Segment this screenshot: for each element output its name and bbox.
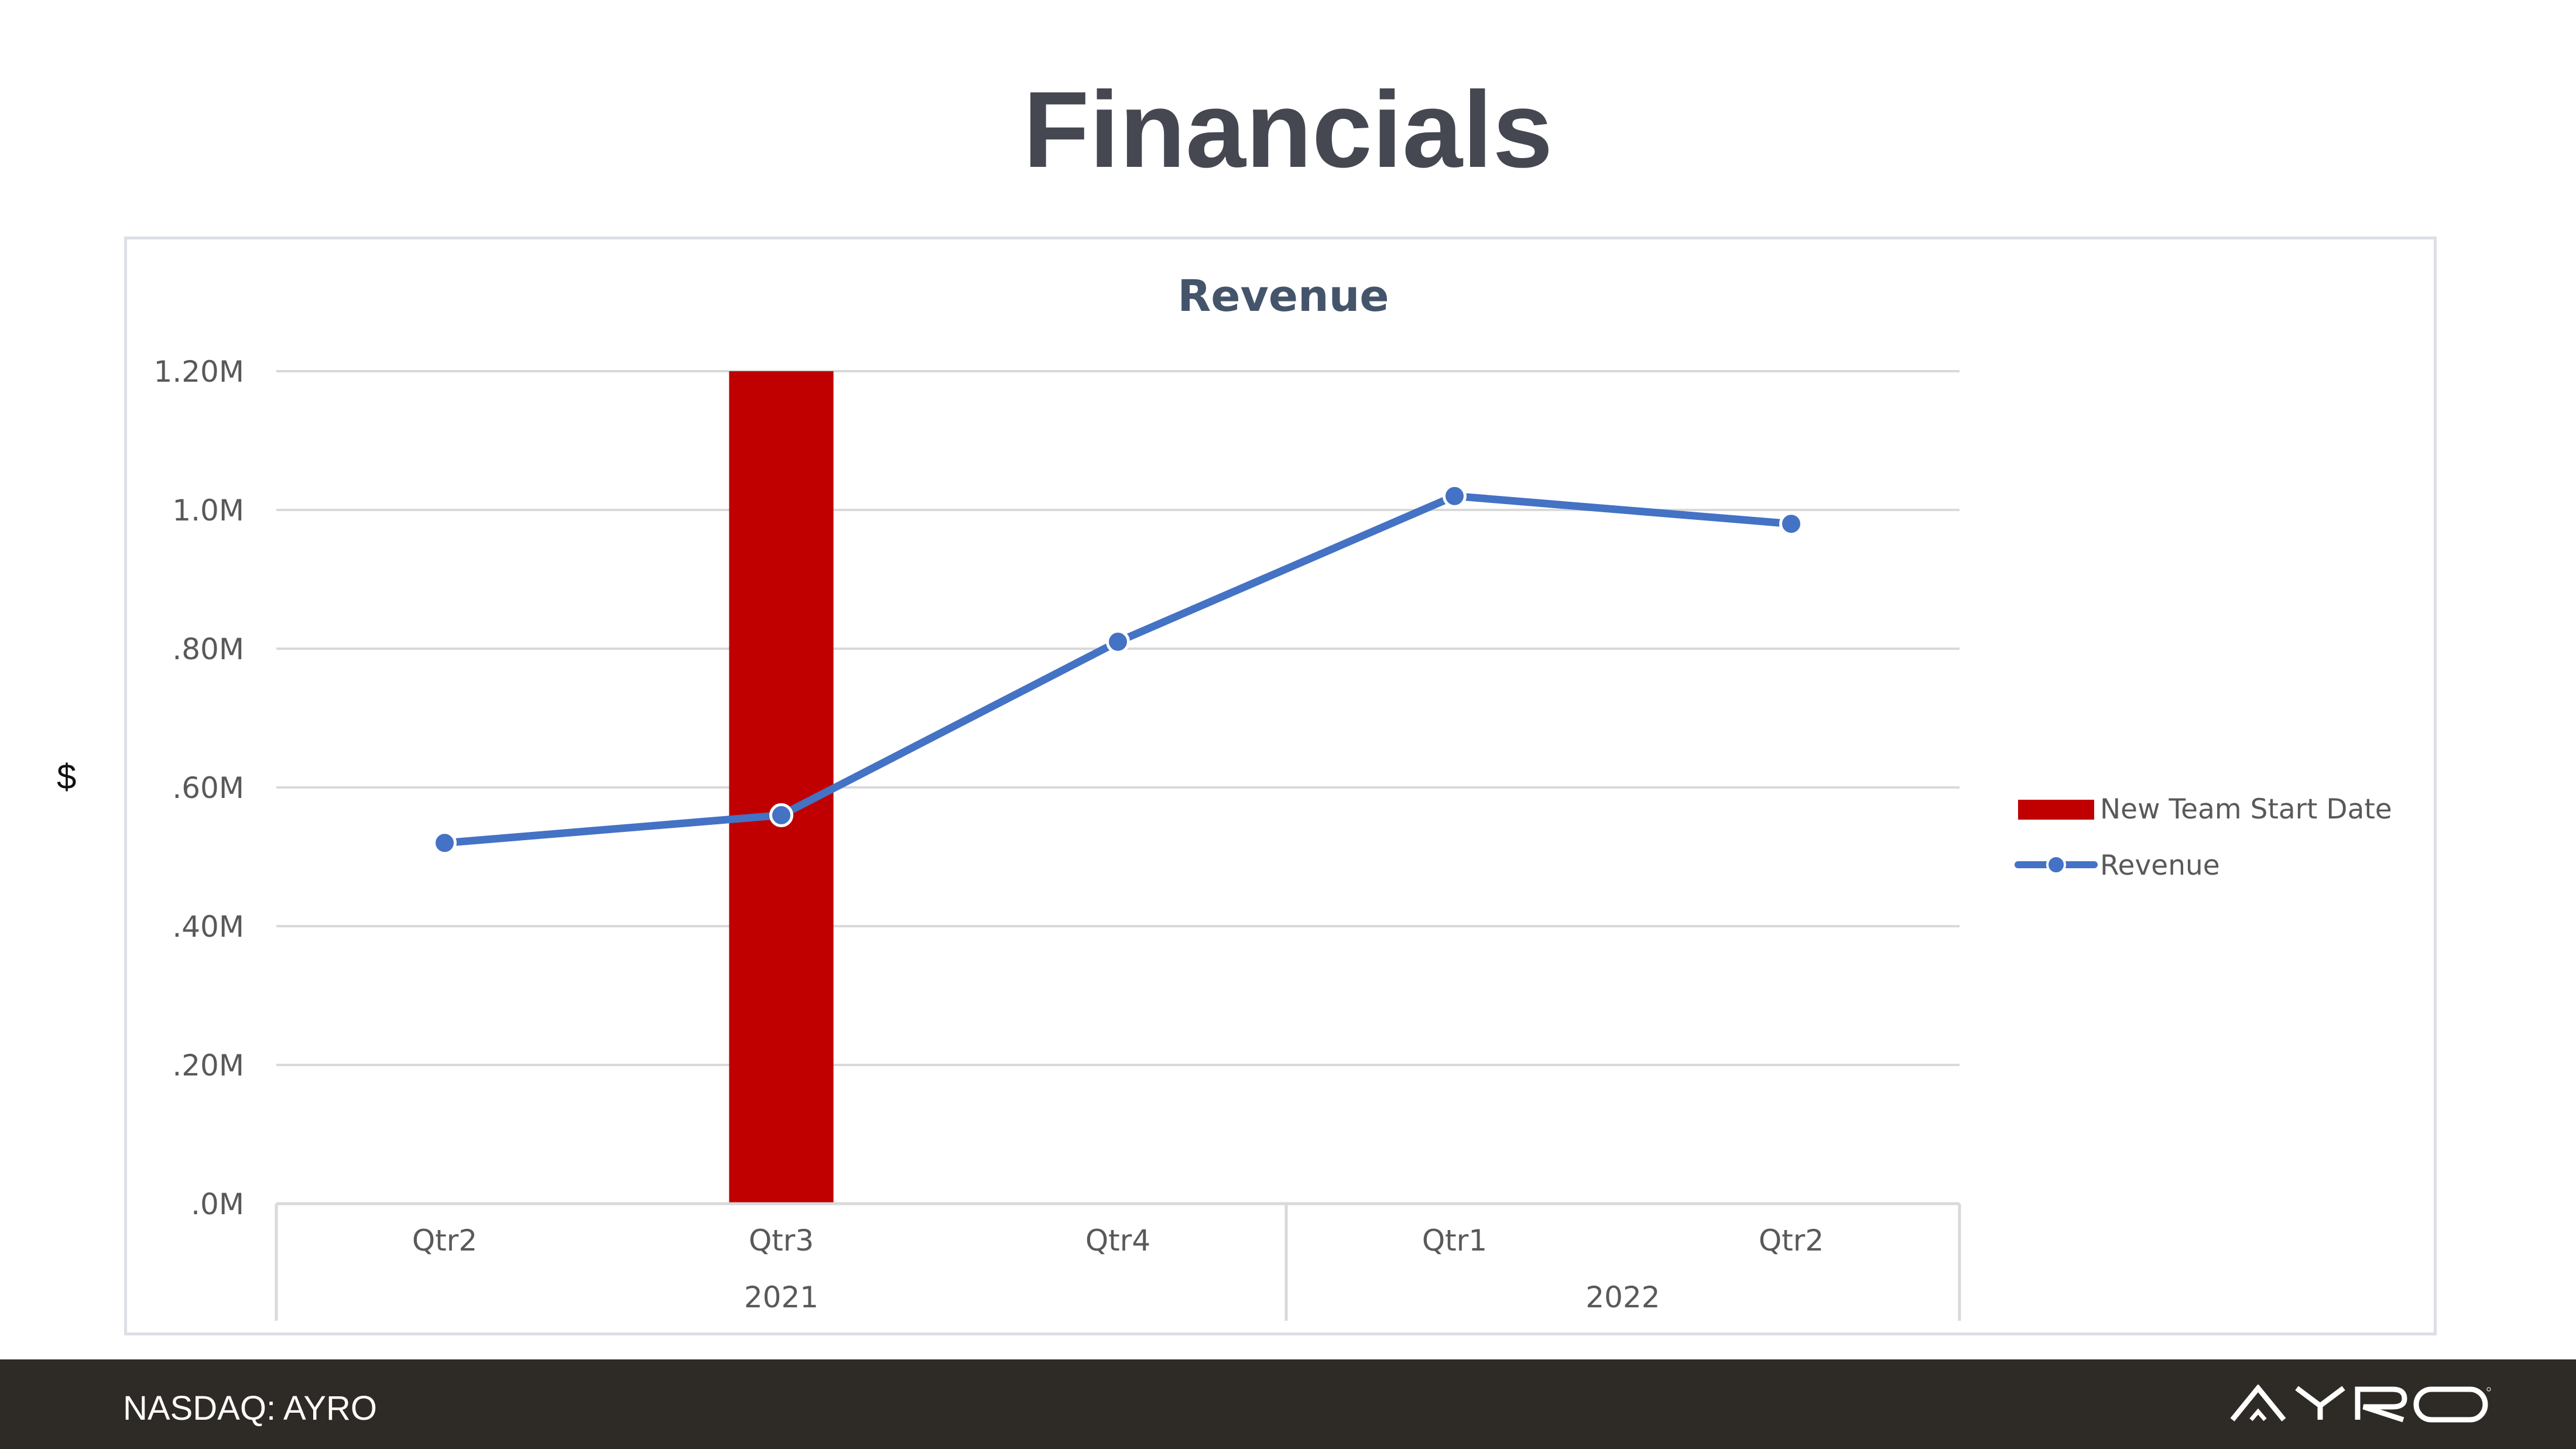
- y-tick-label: 1.0M: [172, 494, 244, 527]
- legend: New Team Start Date Revenue: [2015, 793, 2392, 882]
- footer-ticker: NASDAQ: AYRO: [123, 1389, 378, 1427]
- grid-lines: [276, 370, 1960, 1066]
- chart-frame: Revenue .0M .20M .40M .60M .80M 1.0M 1.20M Qtr…: [124, 237, 2437, 1335]
- y-tick-label: .20M: [172, 1049, 244, 1083]
- bar-new-team-start-date: [729, 371, 834, 1204]
- ayro-logo: [2230, 1385, 2491, 1423]
- revenue-point: [1443, 484, 1467, 508]
- line-series: [433, 484, 1803, 855]
- bar-series: [729, 371, 834, 1204]
- footer-bar: NASDAQ: AYRO: [0, 1359, 2576, 1449]
- x-tick-label: Qtr3: [749, 1224, 814, 1258]
- revenue-point: [769, 803, 793, 827]
- y-axis-tick-labels: .0M .20M .40M .60M .80M 1.0M 1.20M: [154, 355, 244, 1221]
- revenue-chart: Revenue .0M .20M .40M .60M .80M 1.0M 1.20M Qtr…: [154, 271, 2392, 1321]
- revenue-point: [1779, 512, 1803, 536]
- x-tick-label: Qtr2: [1759, 1224, 1824, 1258]
- y-axis-unit-label: $: [57, 757, 77, 796]
- x-axis: Qtr2 Qtr3 Qtr4 Qtr1 Qtr2 2021 2022: [275, 1202, 1961, 1321]
- y-tick-label: .0M: [191, 1187, 244, 1221]
- slide-title: Financials: [1023, 70, 1553, 190]
- y-tick-label: .40M: [172, 910, 244, 944]
- y-tick-label: .80M: [172, 632, 244, 666]
- revenue-point: [433, 831, 457, 855]
- legend-label-new-team-start-date: New Team Start Date: [2100, 793, 2392, 825]
- y-tick-label: .60M: [172, 771, 244, 805]
- x-group-label: 2021: [744, 1280, 818, 1314]
- x-tick-label: Qtr4: [1085, 1224, 1150, 1258]
- y-tick-label: 1.20M: [154, 355, 244, 389]
- legend-swatch-bar: [2018, 800, 2094, 820]
- x-tick-label: Qtr2: [412, 1224, 477, 1258]
- x-tick-label: Qtr1: [1422, 1224, 1487, 1258]
- revenue-point: [1106, 629, 1130, 654]
- chart-title: Revenue: [1177, 271, 1389, 321]
- x-group-label: 2022: [1585, 1280, 1660, 1314]
- legend-label-revenue: Revenue: [2100, 849, 2220, 882]
- legend-marker-line: [2046, 855, 2066, 875]
- revenue-line: [441, 492, 1795, 847]
